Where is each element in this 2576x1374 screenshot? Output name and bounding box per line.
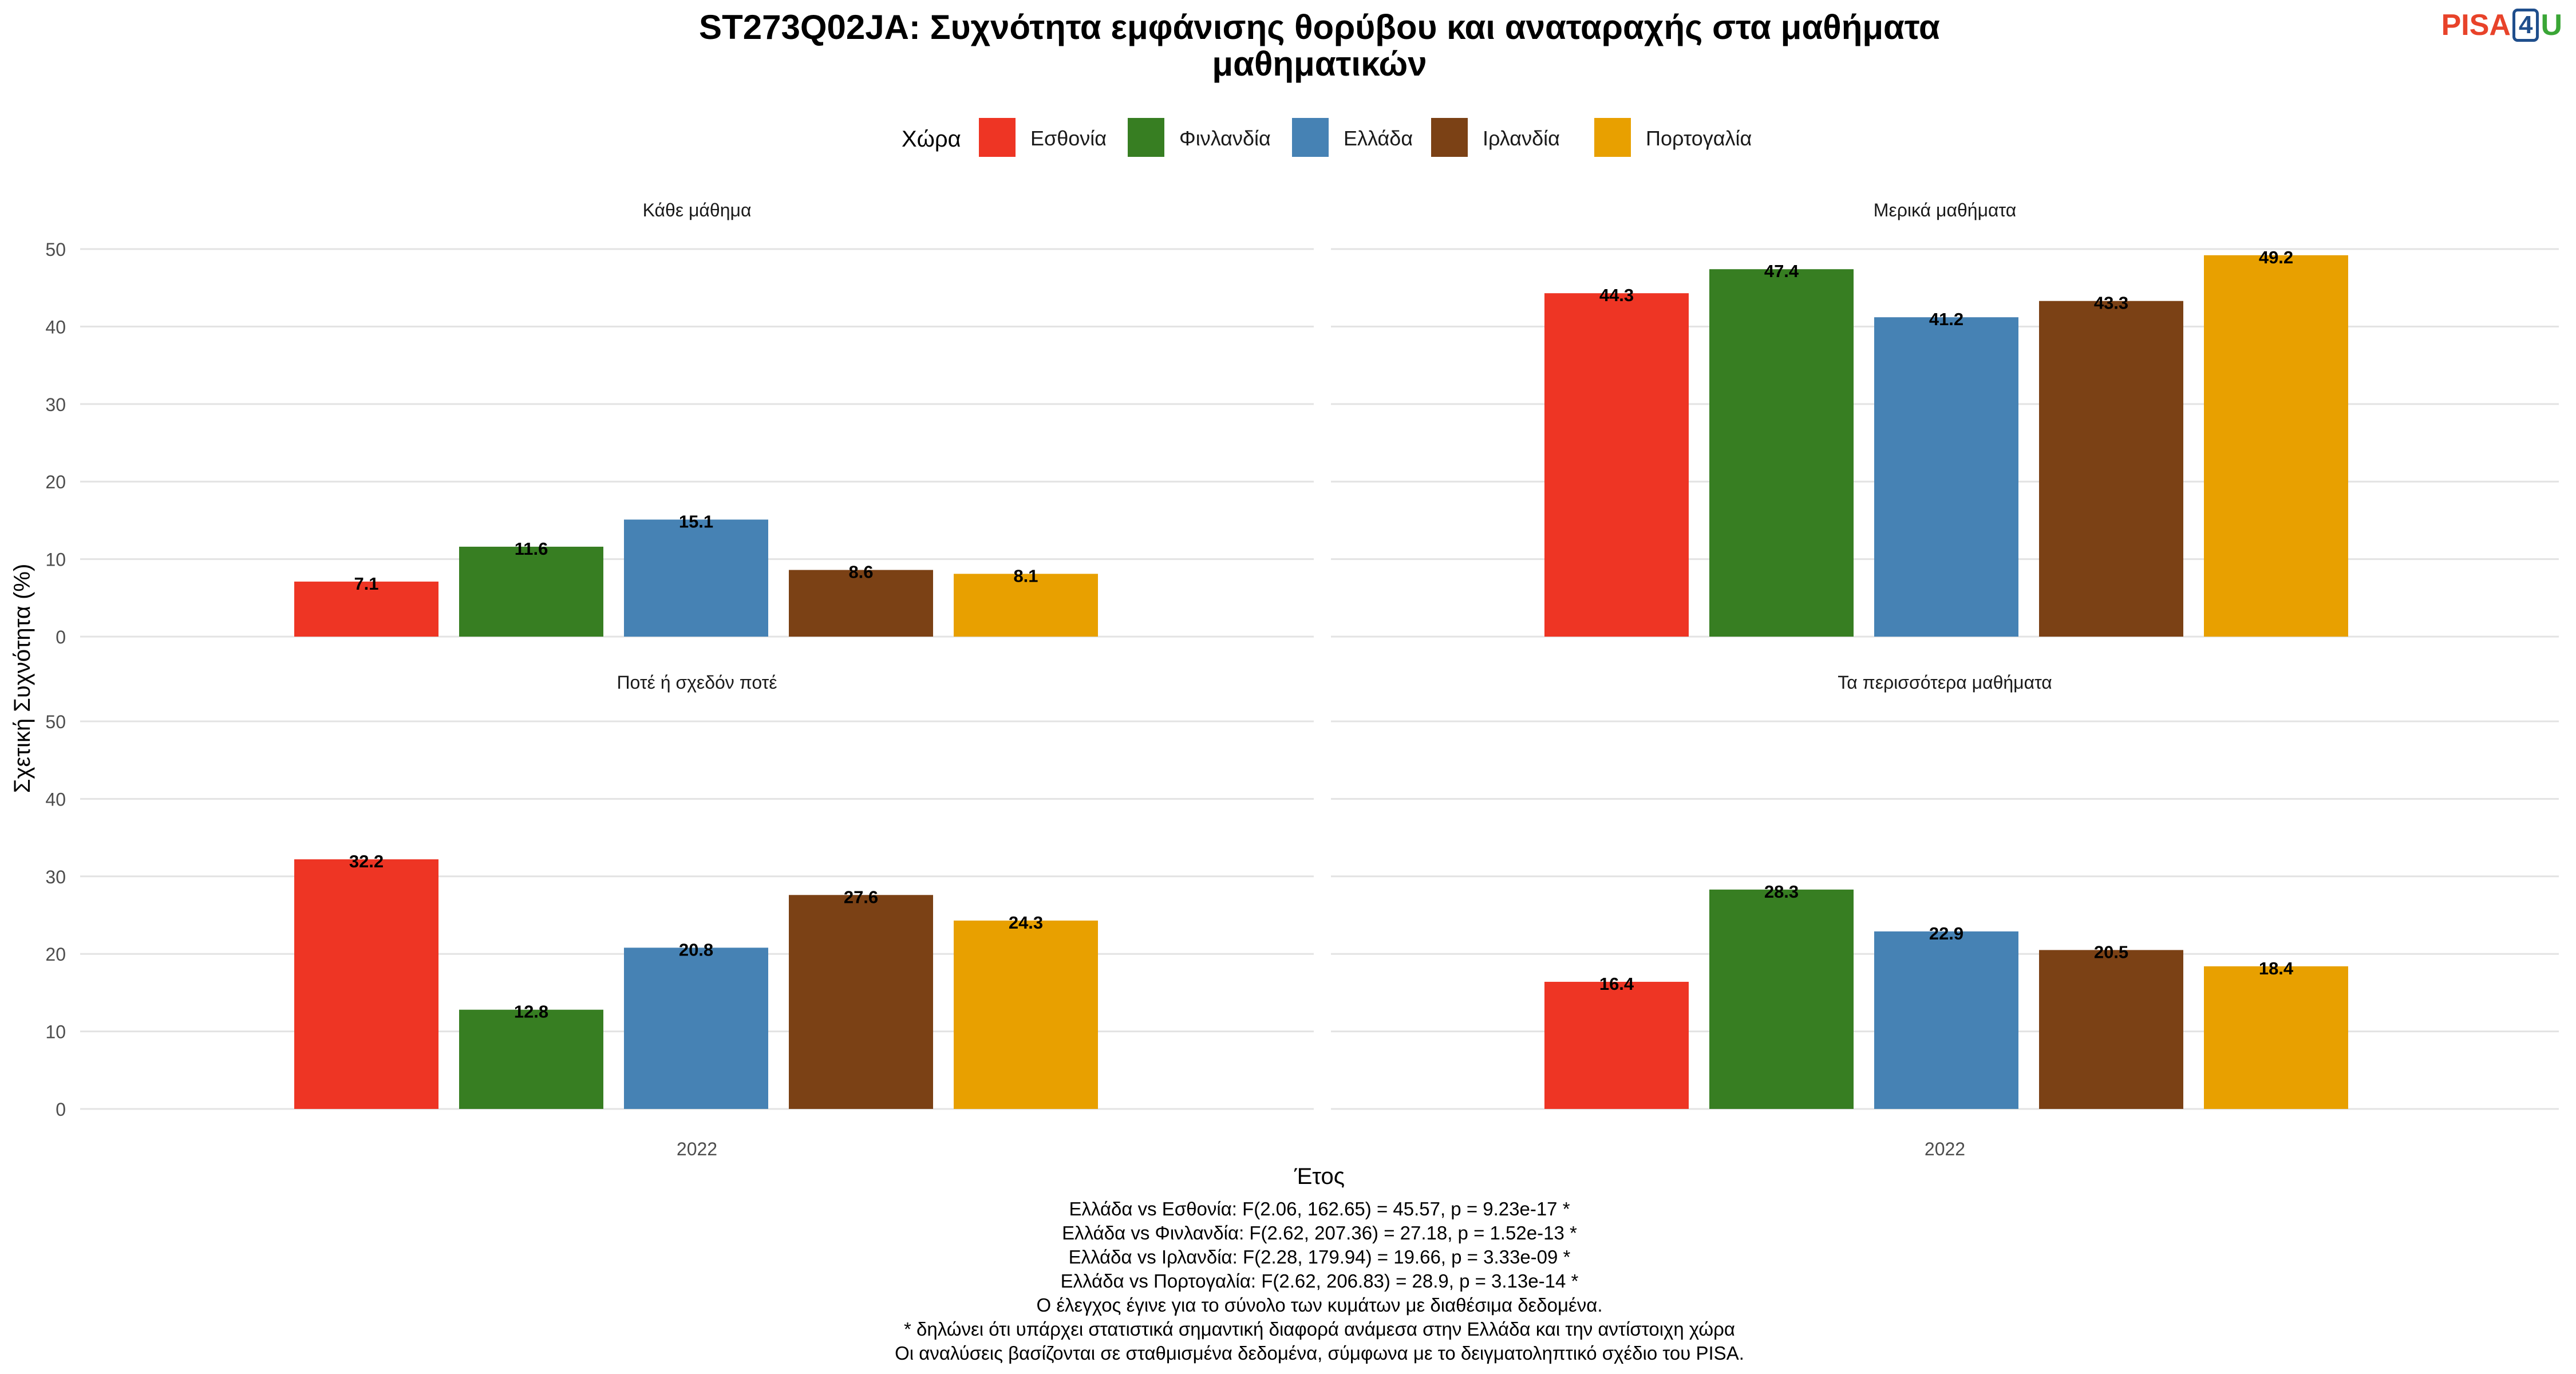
logo-text-pisa: PISA bbox=[2441, 9, 2511, 42]
logo-text-four: 4 bbox=[2512, 9, 2539, 42]
bar bbox=[1709, 889, 1854, 1109]
panel-strip-label: Κάθε μάθημα bbox=[643, 200, 752, 220]
legend-title: Χώρα bbox=[902, 127, 961, 152]
y-tick-label: 0 bbox=[56, 1099, 66, 1120]
legend-swatch bbox=[1292, 118, 1329, 157]
legend-label: Πορτογαλία bbox=[1646, 127, 1752, 150]
x-tick-label: 2022 bbox=[1925, 1139, 1965, 1159]
bar bbox=[1709, 269, 1854, 637]
bar-value-label: 15.1 bbox=[679, 512, 713, 532]
footnote-line: Ο έλεγχος έγινε για το σύνολο των κυμάτω… bbox=[1037, 1294, 1603, 1316]
panel-strip-label: Τα περισσότερα μαθήματα bbox=[1838, 672, 2052, 693]
y-tick-label: 50 bbox=[45, 712, 66, 732]
footnote-line: Ελλάδα vs Ιρλανδία: F(2.28, 179.94) = 19… bbox=[1069, 1246, 1571, 1268]
bar bbox=[1544, 293, 1689, 637]
bar-value-label: 47.4 bbox=[1764, 261, 1799, 281]
y-tick-label: 10 bbox=[45, 550, 66, 570]
bar bbox=[2204, 966, 2348, 1109]
bar bbox=[1874, 931, 2018, 1109]
legend-label: Εσθονία bbox=[1030, 127, 1107, 150]
y-tick-label: 30 bbox=[45, 867, 66, 887]
legend-swatch bbox=[1128, 118, 1164, 157]
bar-value-label: 44.3 bbox=[1599, 285, 1634, 305]
y-tick-label: 40 bbox=[45, 317, 66, 337]
bar bbox=[2204, 255, 2348, 637]
legend-swatch bbox=[1594, 118, 1631, 157]
bar bbox=[459, 546, 603, 637]
bar bbox=[294, 859, 438, 1109]
bar-value-label: 18.4 bbox=[2259, 958, 2294, 978]
x-tick-label: 2022 bbox=[677, 1139, 717, 1159]
panel-strip-label: Ποτέ ή σχεδόν ποτέ bbox=[617, 672, 777, 693]
bar bbox=[1874, 317, 2018, 637]
bar bbox=[294, 581, 438, 637]
y-tick-label: 20 bbox=[45, 944, 66, 965]
chart-title: ST273Q02JA: Συχνότητα εμφάνισης θορύβου … bbox=[699, 8, 1940, 46]
footnote-line: Ελλάδα vs Φινλανδία: F(2.62, 207.36) = 2… bbox=[1062, 1222, 1577, 1243]
footnote-line: * δηλώνει ότι υπάρχει στατιστικά σημαντι… bbox=[904, 1318, 1735, 1340]
bar-value-label: 24.3 bbox=[1009, 913, 1043, 933]
bar-value-label: 12.8 bbox=[514, 1002, 548, 1022]
bar bbox=[2039, 950, 2183, 1109]
y-tick-label: 0 bbox=[56, 627, 66, 647]
bar bbox=[1544, 981, 1689, 1109]
bar-value-label: 43.3 bbox=[2094, 293, 2128, 313]
bar bbox=[789, 570, 933, 637]
bar-value-label: 27.6 bbox=[844, 887, 878, 907]
bar-value-label: 49.2 bbox=[2259, 247, 2293, 267]
bar-value-label: 11.6 bbox=[515, 539, 548, 559]
bar bbox=[954, 574, 1098, 637]
bar-value-label: 16.4 bbox=[1599, 974, 1634, 994]
legend-label: Φινλανδία bbox=[1179, 127, 1271, 150]
bar-value-label: 7.1 bbox=[354, 574, 378, 594]
bar bbox=[2039, 301, 2183, 637]
legend-swatch bbox=[979, 118, 1016, 157]
x-axis-title: Έτος bbox=[1294, 1164, 1345, 1189]
legend-label: Ελλάδα bbox=[1344, 127, 1413, 150]
footnote-line: Ελλάδα vs Πορτογαλία: F(2.62, 206.83) = … bbox=[1061, 1270, 1579, 1292]
y-axis-title: Σχετική Συχνότητα (%) bbox=[10, 564, 35, 793]
y-tick-label: 30 bbox=[45, 394, 66, 415]
bar-value-label: 8.1 bbox=[1013, 566, 1038, 586]
pisa4u-logo: PISA 4 U bbox=[2441, 8, 2562, 42]
footnote-line: Οι αναλύσεις βασίζονται σε σταθμισμένα δ… bbox=[895, 1343, 1744, 1364]
bar-value-label: 32.2 bbox=[349, 851, 384, 871]
y-tick-label: 50 bbox=[45, 239, 66, 260]
legend-swatch bbox=[1431, 118, 1468, 157]
bar-value-label: 22.9 bbox=[1929, 923, 1963, 943]
bar bbox=[459, 1009, 603, 1109]
logo-text-u: U bbox=[2541, 9, 2562, 42]
bar-value-label: 20.5 bbox=[2094, 942, 2128, 962]
bar bbox=[789, 895, 933, 1109]
y-tick-label: 10 bbox=[45, 1022, 66, 1043]
bar bbox=[624, 519, 768, 637]
y-tick-label: 40 bbox=[45, 789, 66, 810]
panel-strip-label: Μερικά μαθήματα bbox=[1874, 200, 2016, 220]
bar-value-label: 28.3 bbox=[1764, 882, 1799, 902]
legend-label: Ιρλανδία bbox=[1483, 127, 1560, 150]
bar bbox=[954, 920, 1098, 1109]
bar bbox=[624, 947, 768, 1109]
bar-value-label: 41.2 bbox=[1929, 309, 1963, 329]
y-tick-label: 20 bbox=[45, 472, 66, 492]
chart-title: μαθηματικών bbox=[1212, 45, 1427, 83]
bar-value-label: 20.8 bbox=[679, 939, 713, 960]
bar-value-label: 8.6 bbox=[848, 562, 873, 582]
footnote-line: Ελλάδα vs Εσθονία: F(2.06, 162.65) = 45.… bbox=[1069, 1198, 1570, 1219]
